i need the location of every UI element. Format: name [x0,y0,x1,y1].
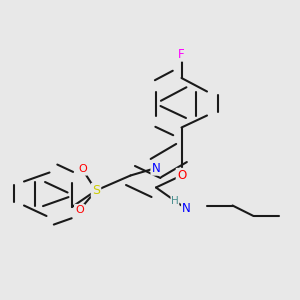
Text: H: H [171,196,179,206]
Text: O: O [177,169,186,182]
Text: O: O [78,164,87,175]
Text: O: O [75,205,84,215]
Text: N: N [182,202,190,215]
Text: S: S [92,184,100,197]
Text: N: N [152,161,160,175]
Text: F: F [178,47,185,61]
